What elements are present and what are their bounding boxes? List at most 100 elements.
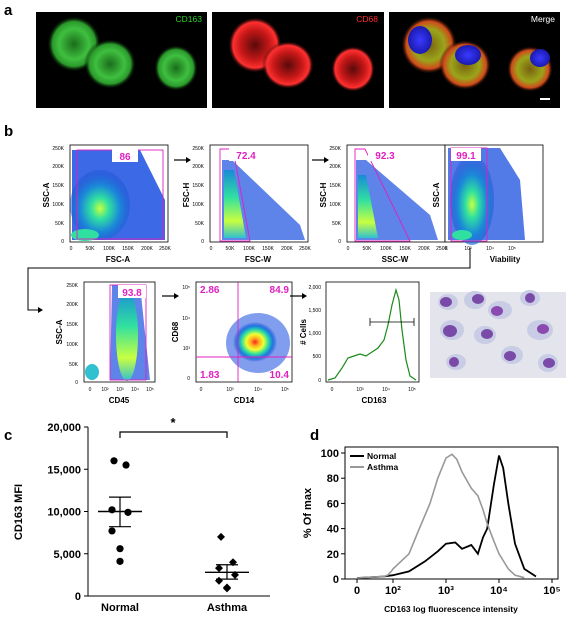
xtick: 10³	[116, 387, 124, 393]
category-label-normal: Normal	[101, 602, 139, 614]
ytick: 200K	[192, 164, 204, 170]
y-ticks: 20,000 15,000 10,000 5,000 0	[47, 422, 88, 603]
ytick: 1,000	[308, 331, 321, 337]
xtick: 100K	[103, 246, 115, 252]
y-axis-label: CD163 MFI	[13, 484, 25, 540]
panel-letter-a: a	[4, 2, 13, 19]
ytick: 250K	[329, 146, 341, 152]
ytick: 250K	[52, 146, 64, 152]
quadrant-lower-right: 10.4	[270, 370, 290, 381]
microscopy-cd68-image	[212, 12, 384, 108]
xtick: 200K	[281, 246, 293, 252]
ytick: 100K	[192, 202, 204, 208]
panel-letter-b: b	[4, 123, 14, 140]
xtick: 50K	[86, 246, 96, 252]
data-point	[124, 508, 132, 516]
microscopy-cd163-image	[36, 12, 207, 108]
ytick: 10³	[183, 346, 191, 352]
histogram-series	[356, 453, 537, 579]
data-point	[122, 461, 130, 469]
x-axis-label: SSC-W	[382, 255, 409, 264]
y-tick-label: 80	[327, 473, 339, 485]
xtick: 0	[200, 387, 203, 393]
chart-c-cd163-mfi: 20,000 15,000 10,000 5,000 0 * Normal Asthma…	[13, 415, 270, 614]
gate-value-2: 72.4	[236, 151, 256, 162]
xtick: 200K	[418, 246, 430, 252]
gate-plot-viability: 99.1 0 10³ 10⁴ 10⁵ Viability SSC-A	[432, 144, 544, 264]
gate-arrow-head	[186, 157, 191, 163]
ytick: 0	[318, 378, 321, 384]
x-axis-label: CD45	[109, 396, 130, 405]
x-axis-label: FSC-W	[245, 255, 272, 264]
gate-arrow-head	[302, 293, 307, 299]
quadrant-upper-left: 2.86	[200, 285, 220, 296]
x-axis-label: Viability	[490, 255, 521, 264]
data-point	[110, 457, 118, 465]
ytick: 50K	[69, 362, 79, 368]
xtick: 10⁵	[146, 387, 154, 393]
x-tick-label: 10³	[438, 585, 454, 597]
y-tick-label: 100	[321, 448, 339, 460]
data-point	[108, 506, 116, 514]
gate-value-5: 93.8	[122, 288, 142, 299]
xtick: 10⁴	[486, 246, 494, 252]
gate-plot-cd45: 93.8 250K 200K 150K 100K 50K 0 0 10² 10³…	[55, 281, 156, 405]
gate-connector-arrow	[27, 248, 471, 311]
xtick: 50K	[226, 246, 236, 252]
ytick: 0	[61, 239, 64, 245]
ytick: 250K	[66, 283, 78, 289]
xtick: 0	[331, 387, 334, 393]
y-tick-label: 0	[333, 574, 339, 586]
xtick: 0	[89, 387, 92, 393]
data-point	[215, 576, 223, 585]
x-axis-label: CD163	[362, 396, 387, 405]
gate-plot-sscw-ssch: 92.3 250K 200K 150K 100K 50K 0 0 50K 100…	[319, 144, 448, 264]
ytick: 150K	[329, 183, 341, 189]
xtick: 10⁴	[131, 387, 139, 393]
legend-label-normal: Normal	[367, 451, 396, 461]
xtick: 0	[70, 246, 73, 252]
data-point	[223, 584, 231, 593]
ytick: 100K	[66, 342, 78, 348]
y-tick-label: 10,000	[47, 507, 81, 519]
xtick: 100K	[243, 246, 255, 252]
x-axis-label: FSC-A	[106, 255, 131, 264]
ytick: 0	[201, 239, 204, 245]
gate-value-1: 86	[119, 152, 131, 163]
x-tick-label: 10²	[385, 585, 401, 597]
y-tick-label: 0	[75, 591, 81, 603]
ytick: 200K	[52, 164, 64, 170]
gate-value-3: 92.3	[375, 151, 395, 162]
xtick: 10²	[101, 387, 109, 393]
category-label-asthma: Asthma	[207, 602, 248, 614]
significance-star: *	[170, 415, 176, 430]
microscopy-merge-image	[389, 12, 560, 108]
channel-label-merge: Merge	[531, 14, 555, 24]
xtick: 200K	[141, 246, 153, 252]
x-axis-label: CD163 log fluorescence intensity	[384, 604, 518, 614]
gate-arrow-head	[324, 157, 329, 163]
data-point	[215, 564, 223, 573]
ytick: 0	[338, 239, 341, 245]
ytick: 10⁵	[182, 285, 190, 291]
axis-ticks: 100 80 60 40 20 0 0 10² 10³ 10⁴ 10⁵	[321, 448, 561, 597]
data-point	[217, 532, 225, 541]
gate-plot-cd14-cd68: 2.86 84.9 1.83 10.4 10⁵ 10⁴ 10³ 0 0 10³ …	[171, 281, 293, 405]
xtick: 150K	[399, 246, 411, 252]
xtick: 10⁴	[382, 387, 390, 393]
ytick: 150K	[192, 183, 204, 189]
xtick: 10⁵	[281, 387, 289, 393]
x-tick-label: 10⁵	[543, 585, 560, 597]
y-axis-label: SSC-H	[319, 182, 328, 207]
ytick: 500	[313, 354, 322, 360]
y-axis-label: SSC-A	[432, 182, 441, 207]
y-tick-label: 40	[327, 524, 339, 536]
ytick: 50K	[55, 221, 65, 227]
gate-value-4: 99.1	[456, 151, 476, 162]
y-axis-label: SSC-A	[55, 319, 64, 344]
series-line-normal	[356, 455, 537, 579]
xtick: 150K	[262, 246, 274, 252]
ytick: 0	[187, 376, 190, 382]
plot-frame	[344, 446, 559, 580]
